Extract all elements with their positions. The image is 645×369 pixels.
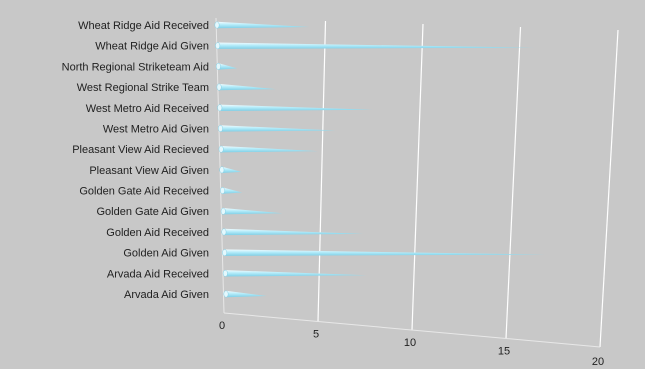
cone-bar-base bbox=[220, 187, 225, 194]
x-tick-label: 10 bbox=[404, 337, 416, 349]
x-tick-label: 20 bbox=[592, 356, 604, 368]
x-tick-label: 0 bbox=[219, 320, 225, 332]
gridline bbox=[505, 26, 522, 339]
cone-bar-body bbox=[221, 145, 318, 153]
gridline bbox=[599, 29, 619, 348]
category-label: Golden Gate Aid Given bbox=[96, 206, 209, 218]
category-label: West Metro Aid Received bbox=[86, 103, 209, 115]
y-axis-line bbox=[215, 17, 225, 314]
cone-bar bbox=[220, 187, 243, 194]
cone-bar-body bbox=[218, 63, 238, 70]
cone-bar-body bbox=[219, 83, 276, 91]
cone-bar bbox=[218, 125, 336, 132]
category-label: Golden Gate Aid Received bbox=[79, 186, 209, 198]
cone-bar-base bbox=[216, 83, 222, 91]
cone-bar bbox=[215, 62, 238, 70]
gridline bbox=[317, 20, 327, 322]
cone-bar-base bbox=[215, 62, 221, 70]
cone-bar bbox=[222, 249, 545, 257]
category-label: Arvada Aid Received bbox=[107, 268, 209, 280]
cone-bar-base bbox=[219, 166, 225, 174]
cone-bar-base bbox=[222, 269, 228, 277]
cone-bar-base bbox=[214, 21, 220, 29]
cone-bar bbox=[219, 166, 242, 174]
cone-bar bbox=[214, 21, 310, 29]
cone-bar bbox=[216, 83, 276, 91]
cone-bar-body bbox=[224, 249, 545, 256]
cone-bar bbox=[221, 228, 364, 236]
cone-bar-body bbox=[221, 166, 242, 174]
cone-bar-base bbox=[218, 145, 224, 153]
cone-bar-base bbox=[215, 42, 221, 50]
category-label: Wheat Ridge Aid Given bbox=[95, 41, 209, 53]
cone-bar-base bbox=[220, 207, 226, 215]
cone-bar-base bbox=[218, 125, 223, 132]
category-label: Arvada Aid Given bbox=[124, 289, 209, 301]
category-label: Wheat Ridge Aid Received bbox=[78, 20, 209, 32]
category-label: Pleasant View Aid Given bbox=[89, 165, 209, 177]
gridline bbox=[411, 23, 424, 331]
category-label: Golden Aid Received bbox=[106, 227, 209, 239]
cone-bar-base bbox=[221, 228, 227, 236]
cone-bar-body bbox=[222, 187, 243, 194]
category-label: Golden Aid Given bbox=[123, 248, 209, 260]
cone-bar bbox=[223, 290, 267, 298]
x-tick-label: 5 bbox=[313, 329, 319, 341]
cone-bar-base bbox=[217, 104, 223, 112]
cone-bar bbox=[217, 104, 373, 112]
category-label: North Regional Striketeam Aid bbox=[62, 61, 209, 73]
cone-bar-body bbox=[223, 208, 283, 215]
cone-bar bbox=[220, 207, 283, 215]
cone-bar-body bbox=[220, 125, 336, 132]
cone-bar-body bbox=[223, 228, 364, 236]
cone-bar-body bbox=[225, 270, 367, 277]
cone-bar-base bbox=[223, 290, 229, 298]
cone-bar-base bbox=[222, 249, 228, 257]
cone-bar-body bbox=[226, 290, 267, 298]
cone-bar bbox=[215, 42, 535, 50]
cone-bar bbox=[218, 145, 318, 153]
x-axis-line bbox=[223, 312, 601, 348]
cone-bar-body bbox=[217, 42, 535, 49]
category-label: Pleasant View Aid Recieved bbox=[72, 144, 209, 156]
x-tick-label: 15 bbox=[498, 346, 510, 358]
cone-bar bbox=[222, 269, 367, 277]
cone-bar-body bbox=[217, 21, 310, 29]
cone-bar-body bbox=[219, 104, 373, 111]
category-label: West Metro Aid Given bbox=[103, 123, 209, 135]
category-label: West Regional Strike Team bbox=[77, 82, 209, 94]
